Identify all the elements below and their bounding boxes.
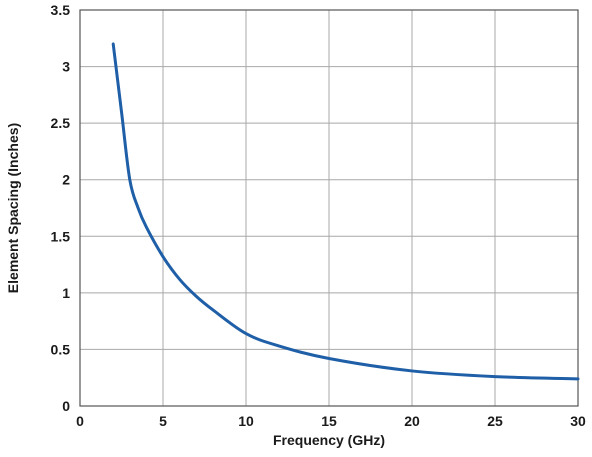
plot-frame	[79, 9, 579, 407]
x-tick-label: 15	[321, 413, 337, 429]
x-axis-ticks: 0 5 10 15 20 25 30	[76, 413, 586, 429]
y-axis-title: Element Spacing (Inches)	[5, 123, 21, 293]
y-tick-label: 1.5	[51, 228, 71, 244]
x-tick-label: 0	[76, 413, 84, 429]
x-tick-label: 25	[487, 413, 503, 429]
y-tick-label: 0	[62, 398, 70, 414]
y-tick-label: 3.5	[51, 2, 71, 18]
series-line	[111, 42, 580, 381]
y-tick-label: 2	[62, 172, 70, 188]
y-tick-label: 2.5	[51, 115, 71, 131]
x-tick-label: 5	[159, 413, 167, 429]
y-tick-label: 0.5	[51, 341, 71, 357]
y-tick-label: 3	[62, 59, 70, 75]
x-tick-label: 30	[570, 413, 586, 429]
x-tick-label: 20	[404, 413, 420, 429]
y-axis-ticks: 0 0.5 1 1.5 2 2.5 3 3.5	[51, 2, 71, 414]
x-axis-title: Frequency (GHz)	[273, 432, 385, 448]
x-tick-label: 10	[238, 413, 254, 429]
series-layer	[111, 42, 580, 381]
y-tick-label: 1	[62, 285, 70, 301]
grid	[80, 10, 578, 406]
